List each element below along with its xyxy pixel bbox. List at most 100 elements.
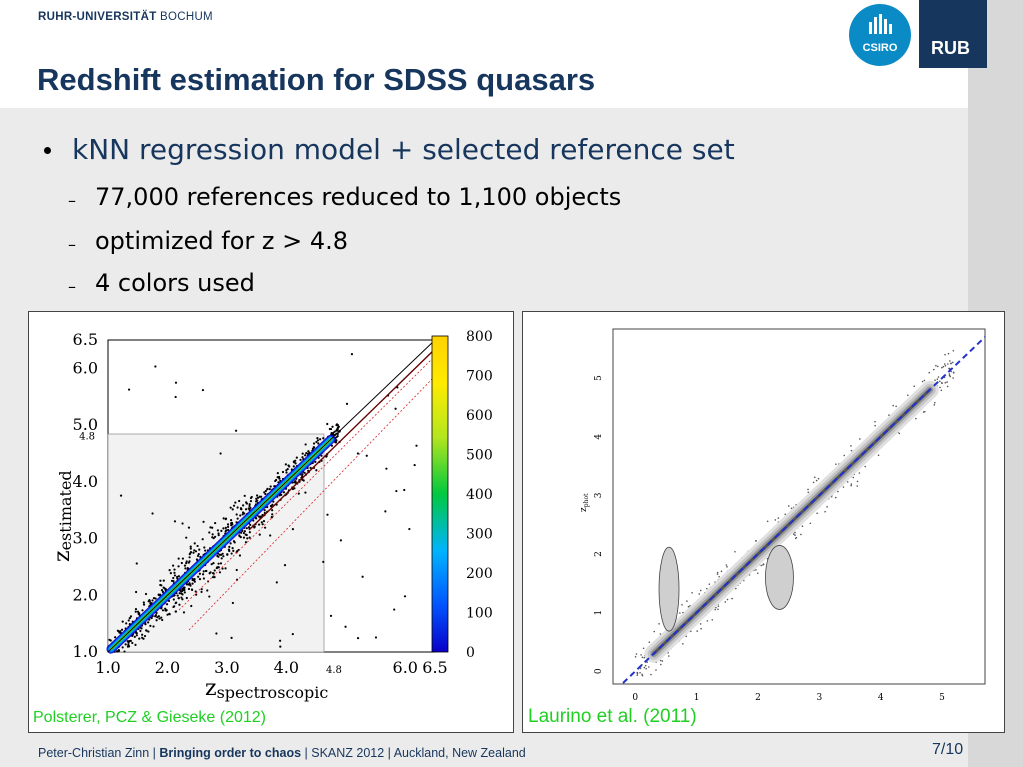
scatter-point [314,460,317,463]
scatter-point [229,542,232,545]
scatter-point [898,432,901,435]
scatter-point [643,666,646,669]
scatter-point [330,432,333,435]
scatter-point [915,417,917,420]
y-tick-label: 2 [594,551,604,557]
scatter-point [714,608,716,611]
colorbar-tick-label: 400 [466,487,493,503]
scatter-point [214,521,217,525]
scatter-point [236,506,239,509]
scatter-point [211,533,214,536]
scatter-point [134,610,137,613]
scatter-point [774,519,777,521]
scatter-point [859,438,861,440]
scatter-point [874,420,876,423]
scatter-point [794,534,796,536]
x-tick-label: 1.0 [95,658,120,677]
scatter-point [385,467,388,470]
scatter-point [842,486,845,488]
scatter-point [285,469,288,472]
scatter-point [650,673,652,676]
scatter-point [942,365,945,368]
y-tick-label: 6.5 [73,330,98,349]
scatter-point [144,592,148,596]
scatter-point [933,401,936,404]
scatter-point [320,454,323,457]
scatter-point [161,590,165,593]
scatter-point [217,532,220,535]
scatter-point [658,623,660,625]
scatter-point [164,607,167,610]
scatter-point [231,547,234,550]
scatter-point [316,437,319,440]
scatter-point [154,597,157,600]
scatter-point [243,530,246,533]
scatter-point [271,513,274,516]
scatter-point [127,645,131,648]
scatter-point [275,581,278,584]
scatter-point [394,407,397,410]
scatter-point [716,571,719,574]
scatter-point [244,533,247,536]
scatter-point [643,656,646,659]
scatter-point [158,617,161,620]
lower-bound-line [188,375,436,631]
scatter-point [155,619,158,622]
scatter-point [126,640,129,643]
scatter-point [939,386,941,389]
scatter-point [266,487,269,490]
scatter-point [135,562,138,565]
scatter-point [236,549,239,553]
scatter-point [792,533,795,535]
scatter-point [221,552,224,555]
scatter-point [278,475,281,479]
scatter-point [228,545,231,548]
scatter-point [201,573,205,576]
scatter-point [212,562,215,565]
scatter-point [231,508,234,511]
university-name-bold: RUHR-UNIVERSITÄT [38,11,157,23]
scatter-point [655,669,657,671]
scatter-point [304,443,307,446]
scatter-point [292,465,295,468]
scatter-point [229,506,232,509]
scatter-point [177,597,180,600]
scatter-point [708,583,711,585]
scatter-point [185,562,188,565]
scatter-point [185,560,188,563]
scatter-point [856,480,859,483]
scatter-point [948,373,951,375]
scatter-point [194,550,198,553]
scatter-point [936,378,939,380]
scatter-point [173,605,176,608]
scatter-point [285,471,288,474]
scatter-point [395,489,398,493]
scatter-point [668,655,670,657]
scatter-point [260,495,263,498]
scatter-point [291,528,295,531]
scatter-point [762,564,764,566]
y-tick-label: 0 [594,668,604,674]
scatter-point [941,382,943,384]
bullet-main-text: kNN regression model + selected referenc… [72,133,735,166]
scatter-point [174,395,177,399]
scatter-point [301,473,304,476]
scatter-point [215,566,218,570]
scatter-point [224,517,228,520]
scatter-point [946,385,949,388]
bullet-sub-text: 4 colors used [95,269,255,297]
scatter-point [208,572,211,575]
scatter-point [239,536,242,539]
scatter-point [312,446,315,449]
scatter-point [291,632,294,636]
y-tick-label: 2.0 [73,585,98,604]
scatter-point [141,633,144,636]
scatter-point [168,613,171,616]
scatter-point [214,535,217,538]
scatter-point [178,603,181,606]
scatter-point [645,667,647,670]
scatter-point [812,481,815,484]
scatter-point [151,599,154,602]
scatter-point [271,503,274,506]
